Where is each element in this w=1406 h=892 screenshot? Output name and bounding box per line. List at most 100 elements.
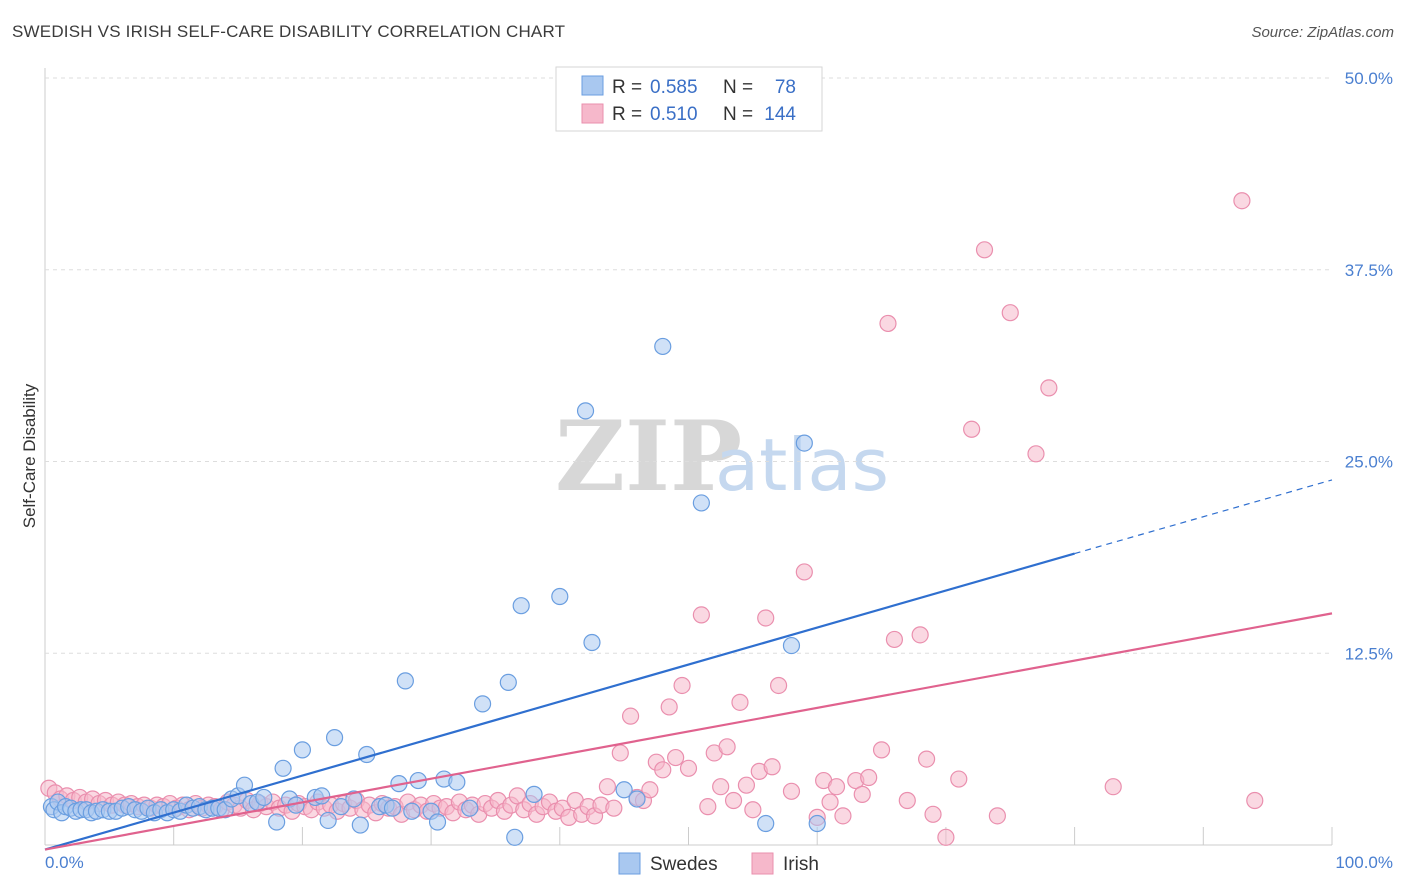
irish-point — [654, 761, 672, 779]
legend-swatch-irish — [581, 103, 604, 124]
irish-point — [621, 707, 640, 725]
legend-r-label-swedes: R = — [612, 77, 642, 98]
y-tick-labels: 12.5% 25.0% 37.5% 50.0% — [1345, 69, 1393, 663]
legend-n-value-swedes: 78 — [775, 77, 796, 98]
irish-point — [724, 791, 743, 810]
irish-point — [1104, 778, 1122, 796]
irish-point — [731, 693, 749, 711]
legend-r-value-irish: 0.510 — [650, 104, 698, 125]
swedes-point — [551, 587, 569, 606]
swedes-point — [448, 773, 466, 791]
source-label: Source: ZipAtlas.com — [1251, 24, 1394, 41]
swedes-point — [795, 434, 813, 452]
swedes-point — [576, 402, 595, 420]
x-tick-label-min: 0.0% — [45, 853, 84, 872]
irish-point — [598, 778, 617, 796]
irish-point — [1246, 791, 1264, 810]
irish-point — [769, 676, 788, 695]
swedes-point — [428, 813, 447, 831]
irish-point — [879, 314, 897, 333]
swedes-point — [403, 802, 421, 820]
legend-box: R = 0.585 N = 78 R = 0.510 N = 144 — [555, 66, 823, 132]
bottom-legend: Swedes Irish — [618, 852, 819, 875]
irish-point — [853, 785, 871, 803]
irish-point — [744, 801, 762, 819]
swedes-point — [628, 790, 646, 808]
gridlines — [45, 77, 1332, 654]
irish-point — [924, 805, 942, 823]
irish-point — [679, 759, 698, 777]
irish-point — [1040, 379, 1058, 397]
swedes-point — [583, 633, 601, 652]
irish-point — [712, 778, 730, 796]
swedes-point — [345, 790, 363, 808]
swedes-point — [255, 788, 273, 807]
swedes-point — [383, 799, 402, 817]
swedes-point — [506, 828, 524, 846]
swedes-point — [782, 636, 801, 655]
legend-r-value-swedes: 0.585 — [650, 77, 698, 98]
irish-point — [692, 606, 710, 624]
swedes-point — [268, 813, 286, 831]
irish-point — [718, 738, 736, 756]
x-tick-label-max: 100.0% — [1335, 853, 1393, 872]
y-axis-label: Self-Care Disability — [20, 383, 39, 528]
y-tick-label: 12.5% — [1345, 644, 1393, 663]
swedes-point — [757, 814, 775, 833]
irish-point — [737, 776, 756, 794]
swedes-point — [654, 337, 672, 356]
y-tick-label: 50.0% — [1345, 69, 1393, 88]
irish-series — [40, 192, 1264, 846]
irish-point — [611, 744, 629, 762]
irish-point — [821, 793, 839, 811]
irish-point — [963, 420, 981, 438]
legend-r-label-irish: R = — [612, 104, 642, 125]
irish-point — [860, 768, 878, 787]
irish-point — [795, 563, 813, 581]
irish-point — [757, 609, 775, 627]
swedes-trendline — [44, 552, 1075, 851]
swedes-point — [396, 672, 414, 690]
irish-point — [834, 807, 852, 825]
irish-point — [782, 782, 801, 800]
swedes-trendline-extension — [1074, 479, 1333, 555]
irish-point — [660, 698, 678, 716]
swedes-point — [461, 799, 479, 817]
irish-point — [917, 750, 936, 768]
irish-point — [911, 626, 929, 644]
swedes-point — [351, 816, 369, 834]
irish-point — [667, 748, 685, 767]
irish-point — [673, 676, 691, 695]
bottom-legend-swatch-irish — [751, 852, 774, 875]
swedes-point — [319, 811, 337, 830]
swedes-point — [274, 759, 292, 777]
irish-point — [1001, 304, 1019, 322]
chart-title: SWEDISH VS IRISH SELF-CARE DISABILITY CO… — [12, 22, 566, 41]
irish-point — [605, 799, 623, 817]
irish-point — [1233, 192, 1251, 210]
swedes-point — [473, 695, 492, 713]
irish-point — [975, 241, 994, 259]
swedes-point — [615, 781, 633, 799]
irish-point — [988, 807, 1006, 825]
irish-point — [1027, 445, 1045, 463]
legend-swatch-swedes — [581, 75, 604, 96]
irish-point — [699, 798, 717, 816]
irish-point — [827, 778, 846, 796]
irish-point — [641, 781, 659, 799]
irish-point — [898, 791, 916, 810]
legend-n-label-irish: N = — [723, 104, 753, 125]
irish-point — [872, 741, 891, 759]
swedes-point — [293, 741, 311, 759]
irish-point — [763, 758, 781, 776]
swedes-point — [332, 798, 350, 816]
legend-n-label-swedes: N = — [723, 77, 753, 98]
legend-n-value-irish: 144 — [764, 104, 796, 125]
x-ticks — [173, 827, 1333, 845]
irish-trendline — [44, 612, 1333, 851]
y-tick-label: 37.5% — [1345, 261, 1393, 280]
irish-point — [937, 828, 955, 846]
swedes-point — [499, 673, 517, 691]
swedes-point — [325, 729, 344, 747]
